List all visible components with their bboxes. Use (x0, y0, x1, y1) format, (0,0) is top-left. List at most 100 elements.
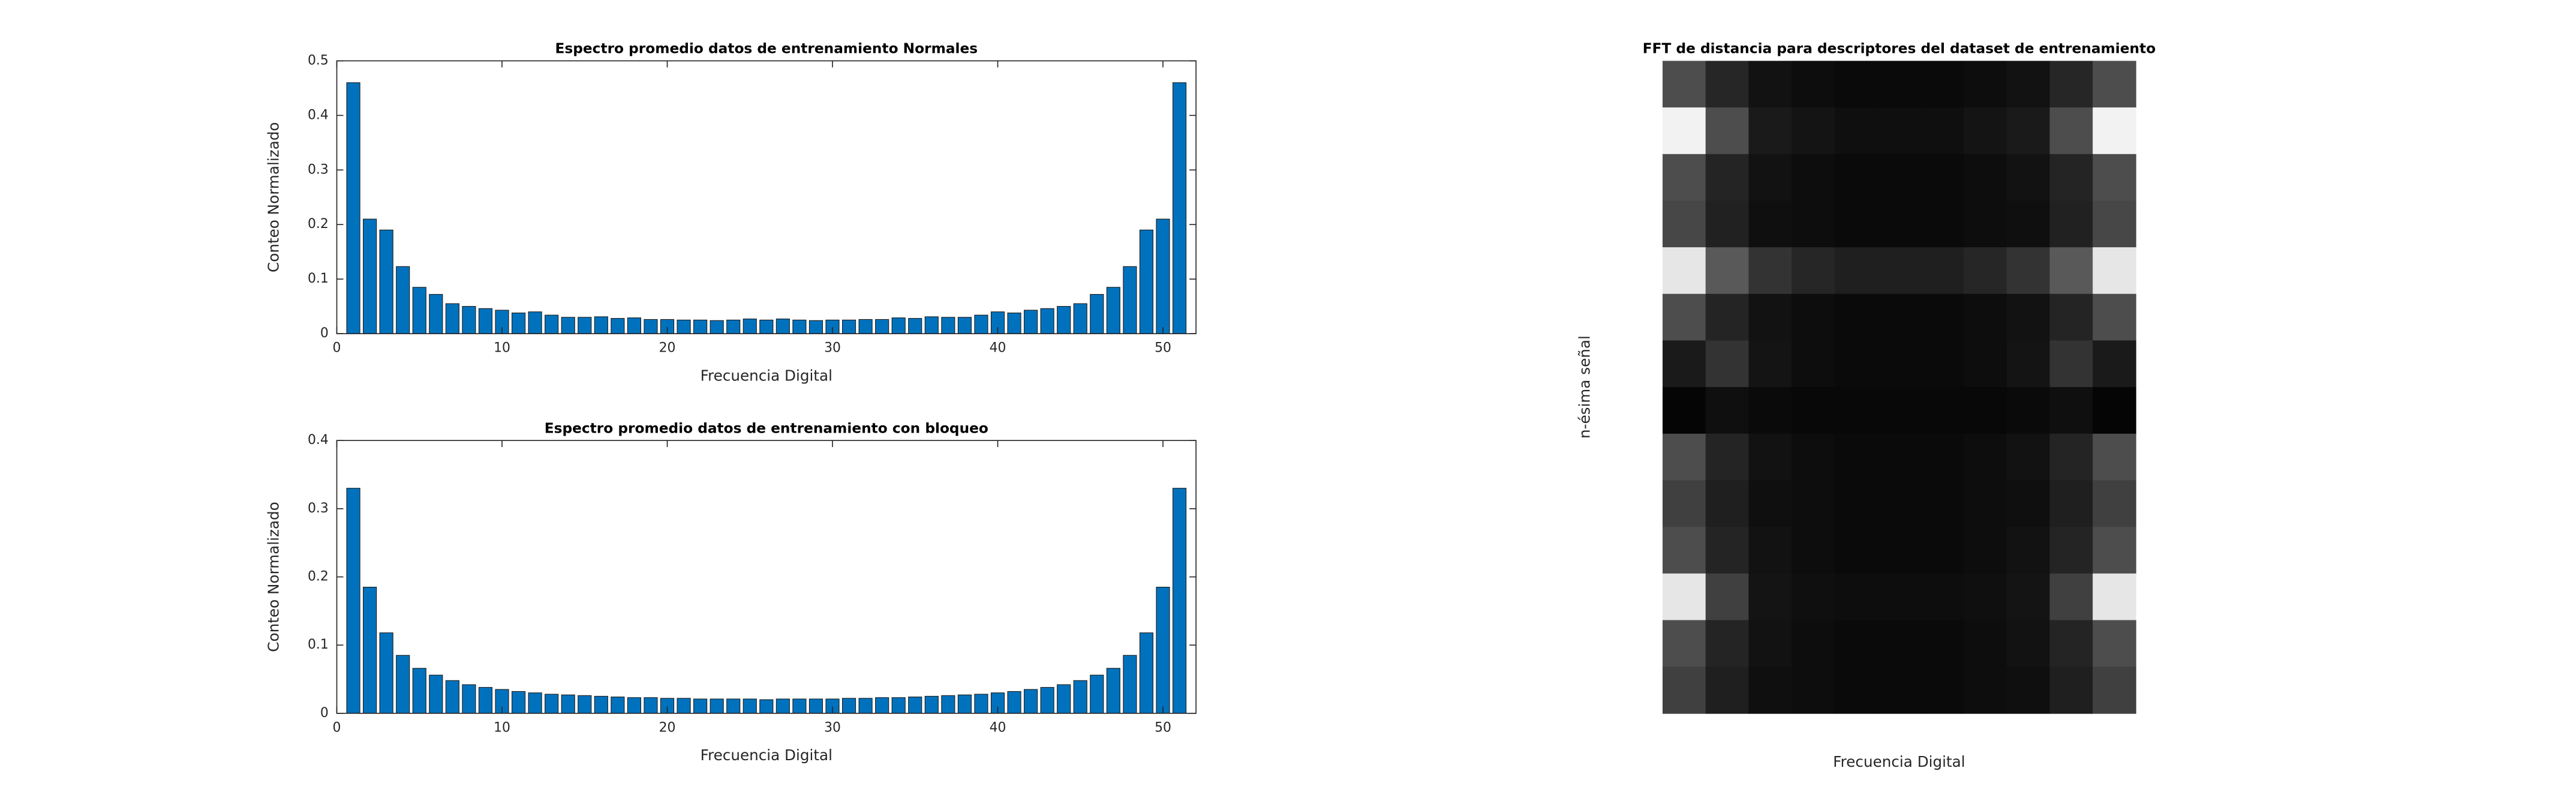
heatmap-cell (1834, 667, 1878, 714)
heatmap-cell (1920, 154, 1964, 202)
heatmap-cell (1748, 620, 1792, 667)
bar (429, 294, 443, 334)
x-tick-label: 20 (659, 721, 676, 736)
x-tick-label: 30 (824, 341, 841, 356)
bar (1057, 306, 1071, 334)
heatmap-cell (1877, 340, 1922, 388)
heatmap-cell (1663, 293, 1706, 341)
y-axis-label: Conteo Normalizado (264, 502, 282, 652)
heatmap-cell (1920, 387, 1964, 434)
bar (726, 698, 741, 714)
heatmap-cell (1748, 154, 1792, 202)
heatmap-cell (1964, 387, 2007, 434)
heatmap-cell (1705, 480, 1750, 527)
heatmap-cell (1792, 247, 1835, 295)
heatmap-cell (2093, 340, 2136, 388)
heatmap-cell (1705, 293, 1750, 341)
bar (644, 697, 658, 714)
heatmap-cell (1964, 573, 2007, 621)
y-axis-label: n-ésima señal (1576, 335, 1593, 439)
bar (363, 218, 377, 334)
bar (412, 668, 426, 714)
bar (1040, 308, 1054, 334)
y-axis-label: Conteo Normalizado (264, 122, 282, 272)
y-tick-label: 0.1 (308, 637, 329, 652)
y-tick-label: 0.5 (308, 53, 329, 68)
bar (611, 318, 625, 334)
bar (957, 694, 972, 714)
heatmap-cell (1705, 527, 1750, 574)
heatmap-cell (1920, 573, 1964, 621)
heatmap-cell (1748, 61, 1792, 108)
heatmap-cell (1748, 293, 1792, 341)
heatmap-cell (1877, 433, 1922, 481)
heatmap-cell (2049, 620, 2094, 667)
heatmap-cell (1877, 667, 1922, 714)
bar (478, 687, 493, 714)
heatmap-cell (1964, 200, 2007, 248)
heatmap-cell (1663, 154, 1706, 202)
y-tick-label: 0.4 (308, 433, 329, 448)
heatmap-cell (1748, 480, 1792, 527)
x-tick-label: 40 (990, 721, 1006, 736)
heatmap-cell (1748, 200, 1792, 248)
heatmap-cell (1964, 61, 2007, 108)
heatmap-cell (1705, 667, 1750, 714)
bar (462, 306, 476, 334)
bar (775, 698, 790, 714)
bar (908, 697, 922, 714)
heatmap-cell (1834, 620, 1878, 667)
bar (726, 319, 741, 334)
y-tick-label: 0.1 (308, 271, 329, 286)
bar (792, 698, 807, 714)
heatmap-cell (1834, 200, 1878, 248)
heatmap-cell (2049, 200, 2094, 248)
heatmap-cell (1705, 433, 1750, 481)
y-tick-label: 0 (320, 706, 329, 721)
bar (611, 697, 625, 714)
bar (875, 319, 889, 334)
heatmap-cell (1663, 340, 1706, 388)
heatmap-cell (1705, 154, 1750, 202)
bar (974, 694, 988, 714)
heatmap-cell (1705, 61, 1750, 108)
heatmap-cell (1748, 527, 1792, 574)
bar (808, 320, 823, 334)
y-tick-label: 0.4 (308, 107, 329, 122)
y-tick-label: 0.2 (308, 217, 329, 232)
heatmap-cell (1964, 293, 2007, 341)
bar (644, 319, 658, 334)
bar (1172, 82, 1187, 334)
heatmap-cell (2093, 200, 2136, 248)
heatmap-cell (1877, 620, 1922, 667)
heatmap-cell (1792, 61, 1835, 108)
bar (841, 319, 856, 334)
bar (775, 319, 790, 334)
heatmap-cell (2093, 293, 2136, 341)
heatmap-cell (2049, 293, 2094, 341)
x-tick-label: 30 (824, 721, 841, 736)
heatmap-cell (2093, 573, 2136, 621)
bar (710, 320, 724, 334)
bar (346, 488, 360, 714)
heatmap-cell (2006, 154, 2051, 202)
heatmap-cell (2049, 247, 2094, 295)
x-tick-label: 50 (1155, 341, 1171, 356)
bar (578, 317, 592, 334)
bar (1024, 310, 1038, 334)
heatmap-cell (1663, 527, 1706, 574)
heatmap-cell (1705, 340, 1750, 388)
bar (429, 674, 443, 714)
heatmap-cell (1834, 154, 1878, 202)
heatmap-cell (1920, 61, 1964, 108)
heatmap-cell (1834, 387, 1878, 434)
bar (512, 313, 526, 334)
x-axis-label: Frecuencia Digital (701, 367, 832, 384)
bar (1040, 687, 1054, 714)
bar (545, 694, 559, 714)
bar (1007, 691, 1021, 714)
heatmap-cell (2093, 667, 2136, 714)
y-tick-label: 0.2 (308, 569, 329, 584)
heatmap-cell (2093, 387, 2136, 434)
